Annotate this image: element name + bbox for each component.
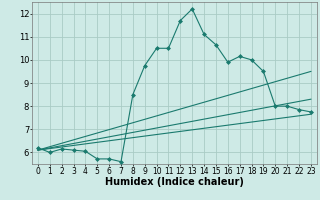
X-axis label: Humidex (Indice chaleur): Humidex (Indice chaleur) [105, 177, 244, 187]
